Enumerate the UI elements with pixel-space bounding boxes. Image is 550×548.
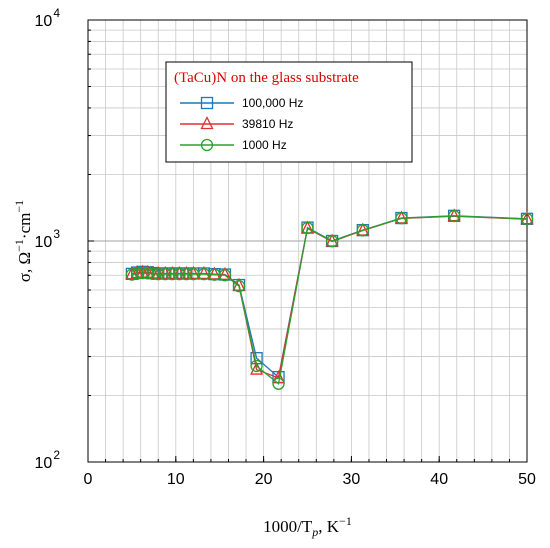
legend-label: 1000 Hz <box>242 138 287 152</box>
y-tick-label: 103 <box>35 227 61 251</box>
data-point <box>165 265 179 280</box>
data-point <box>447 208 461 222</box>
x-axis-label-unit: , K <box>318 517 340 536</box>
data-point <box>395 212 408 225</box>
legend-item: 100,000 Hz <box>180 96 303 110</box>
x-tick-label: 0 <box>84 471 93 488</box>
series-3 <box>125 209 534 390</box>
y-axis-label: σ, Ω−1·cm−1 <box>12 200 34 282</box>
legend-items: 100,000 Hz 39810 Hz 1000 Hz <box>180 96 303 152</box>
data-point <box>447 209 461 223</box>
data-point <box>151 265 165 280</box>
data-point <box>180 267 193 281</box>
y-axis-label-main: σ, Ω <box>15 252 34 282</box>
data-point <box>218 266 232 280</box>
legend-title: (TaCu)N on the glass substrate <box>174 70 359 86</box>
y-tick-label: 102 <box>35 448 61 472</box>
y-tick-label: 104 <box>35 6 61 30</box>
data-point <box>152 267 165 281</box>
data-point <box>207 266 221 280</box>
data-point <box>173 267 186 281</box>
x-axis-label-main: 1000/T <box>263 517 313 536</box>
legend-swatch-marker <box>200 116 214 130</box>
data-point <box>394 210 408 224</box>
data-point <box>250 359 263 373</box>
data-point <box>325 235 339 248</box>
data-point <box>218 269 232 282</box>
data-point <box>186 265 200 280</box>
data-point <box>232 279 246 293</box>
x-tick-label: 10 <box>167 471 185 488</box>
x-tick-label: 30 <box>343 471 361 488</box>
legend-item: 39810 Hz <box>180 116 293 131</box>
x-axis-label: 1000/Tp, K−1 <box>263 514 352 539</box>
data-point <box>146 267 160 281</box>
data-point <box>356 224 369 237</box>
series-layer <box>125 208 534 390</box>
legend-label: 39810 Hz <box>242 117 293 131</box>
y-axis-label-sup1: −1 <box>12 239 26 252</box>
legend-item: 1000 Hz <box>180 138 287 152</box>
y-axis-label-mid: ·cm <box>15 213 34 239</box>
x-axis-label-unit-sup: −1 <box>339 514 352 528</box>
data-point <box>197 265 211 280</box>
x-tick-label: 20 <box>255 471 273 488</box>
legend-swatch-marker <box>200 138 214 152</box>
data-point <box>166 267 179 281</box>
data-point <box>272 377 285 390</box>
data-point <box>125 266 139 280</box>
y-axis-label-sup2: −1 <box>12 200 26 213</box>
data-point <box>520 211 534 225</box>
legend: (TaCu)N on the glass substrate 100,000 H… <box>165 61 413 163</box>
legend-swatch-marker <box>200 96 214 110</box>
legend-label: 100,000 Hz <box>242 96 303 110</box>
series-line <box>131 215 528 385</box>
data-point <box>301 221 314 235</box>
x-axis-label-sub: p <box>311 525 318 539</box>
x-tick-label: 50 <box>518 471 536 488</box>
data-point <box>158 265 172 280</box>
data-point <box>159 267 172 281</box>
data-point <box>172 265 186 280</box>
x-tick-label: 40 <box>430 471 448 488</box>
data-point <box>179 265 193 280</box>
axis-ticks: 0 10 20 30 40 50 102 103 104 <box>35 6 536 488</box>
data-point <box>520 212 534 226</box>
